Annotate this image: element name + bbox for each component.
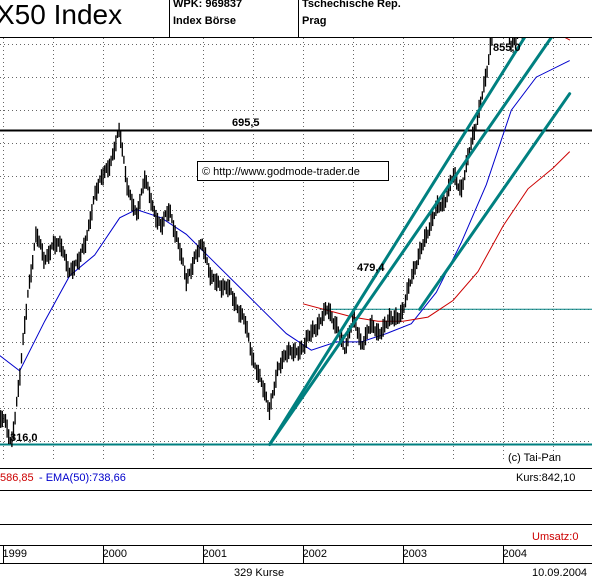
level-label: 695,5: [232, 117, 260, 129]
header-divider: [169, 0, 170, 37]
trendline: [268, 38, 526, 446]
kurs-label: Kurs:842,10: [516, 472, 575, 484]
x-tick-label: 2001: [203, 548, 227, 560]
header-divider: [298, 0, 299, 37]
date-label: 10.09.2004: [532, 567, 587, 579]
trendline: [418, 92, 572, 311]
index-title: X50 Index: [0, 0, 123, 30]
count-label: 329 Kurse: [234, 567, 284, 579]
level-label: 479,4: [357, 262, 385, 274]
ema-line: [0, 60, 570, 372]
x-tick-label: 2002: [303, 548, 327, 560]
chart-header: X50 Index WPK: 969837 Index Börse Tschec…: [0, 0, 592, 38]
country-label: Tschechische Rep.: [302, 0, 401, 10]
x-tick-label: 1999: [3, 548, 27, 560]
peak-label: 855,0: [493, 42, 521, 54]
x-tick-label: 2004: [503, 548, 527, 560]
copyright-label: (c) Tai-Pan: [508, 452, 561, 464]
trendline: [268, 38, 553, 446]
watermark: © http://www.godmode-trader.de: [202, 166, 360, 178]
header-rule: [0, 37, 592, 38]
panel-frames: [0, 468, 592, 564]
ema-legend: 586,85: [0, 472, 34, 484]
exchange-label: Index Börse: [173, 15, 236, 27]
umsatz-label: Umsatz:0: [532, 531, 578, 543]
chart-labels: 1999 2000 2001 2002 2003 2004 695,5 479,4 316,0 8…: [0, 42, 587, 579]
level-label: 316,0: [10, 432, 38, 444]
ema-legend: - EMA(50):738,66: [39, 472, 126, 484]
city-label: Prag: [302, 15, 327, 27]
horizontal-levels: [0, 129, 592, 446]
x-tick-label: 2003: [403, 548, 427, 560]
index-chart: 1999 2000 2001 2002 2003 2004 695,5 479,4 316,0 8…: [0, 38, 592, 579]
trendlines: [268, 38, 572, 446]
wpk-label: WPK: 969837: [173, 0, 243, 10]
x-tick-label: 2000: [103, 548, 127, 560]
trendline: [564, 38, 571, 41]
price-bars: [0, 38, 523, 448]
grid: [0, 38, 592, 462]
watermark-box: [197, 161, 389, 181]
